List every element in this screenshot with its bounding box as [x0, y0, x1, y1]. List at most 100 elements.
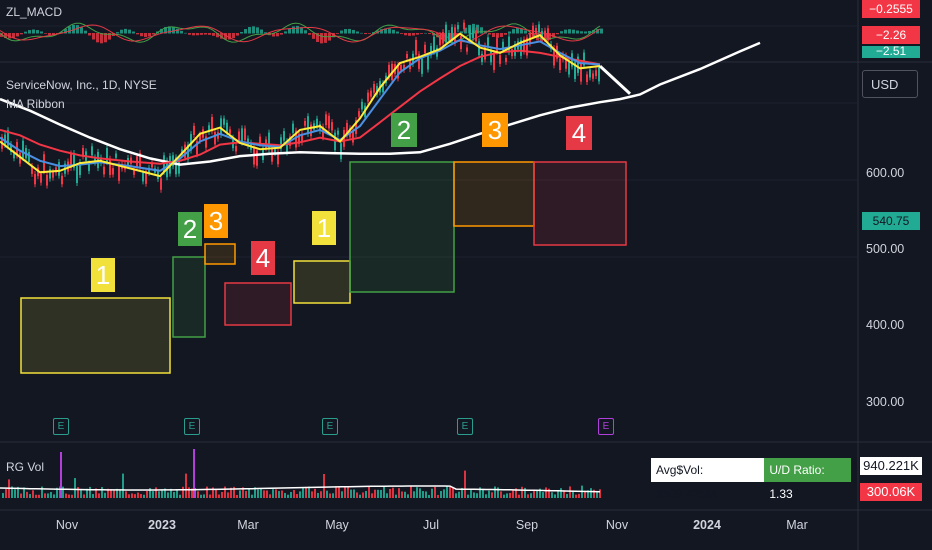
- candle-body: [301, 133, 303, 143]
- macd-histogram-bar: [116, 32, 119, 34]
- candle-body: [541, 30, 543, 37]
- volume-bar: [362, 492, 364, 498]
- candle-body: [325, 114, 327, 126]
- earnings-icon[interactable]: E: [184, 418, 200, 435]
- candle-body: [199, 134, 201, 141]
- macd-histogram-bar: [72, 24, 75, 34]
- macd-histogram-bar: [516, 27, 519, 34]
- volume-bar: [452, 487, 454, 498]
- macd-histogram-bar: [568, 29, 571, 34]
- candle-body: [79, 162, 81, 175]
- macd-histogram-bar: [92, 33, 95, 40]
- volume-bar: [458, 491, 460, 498]
- volume-bar: [596, 491, 598, 498]
- macd-histogram-bar: [132, 31, 135, 34]
- earnings-icon[interactable]: E: [598, 418, 614, 435]
- candle-body: [82, 147, 84, 157]
- volume-bar: [413, 491, 415, 498]
- volume-bar: [86, 488, 88, 498]
- macd-histogram-bar: [584, 31, 587, 34]
- volume-bar: [425, 491, 427, 498]
- macd-histogram-bar: [580, 31, 583, 34]
- macd-histogram-bar: [392, 29, 395, 34]
- volume-value-1: 940.221K: [860, 457, 922, 475]
- volume-bar: [428, 494, 430, 498]
- macd-histogram-bar: [356, 31, 359, 34]
- macd-histogram-bar: [28, 30, 31, 34]
- candle-body: [283, 131, 285, 141]
- candle-body: [565, 55, 567, 69]
- volume-bar: [212, 487, 214, 498]
- volume-bar: [356, 492, 358, 498]
- candle-body: [58, 162, 60, 176]
- macd-histogram-bar: [552, 33, 555, 38]
- candle-body: [316, 118, 318, 127]
- candle-body: [319, 124, 321, 132]
- volume-bar: [500, 491, 502, 498]
- volume-bar: [572, 490, 574, 498]
- volume-bar: [20, 493, 22, 498]
- ma-line-3: [0, 32, 601, 178]
- macd-histogram-bar: [396, 31, 399, 34]
- candle-body: [148, 167, 150, 173]
- macd-histogram-bar: [436, 33, 439, 38]
- candle-body: [178, 160, 180, 174]
- volume-bar: [461, 487, 463, 498]
- macd-histogram-bar: [252, 26, 255, 34]
- volume-spike: [60, 452, 62, 498]
- macd-histogram-bar: [408, 33, 411, 36]
- candle-body: [445, 24, 447, 43]
- candle-body: [538, 24, 540, 33]
- macd-histogram-bar: [184, 32, 187, 34]
- volume-bar: [125, 491, 127, 498]
- volume-bar: [485, 494, 487, 498]
- macd-histogram-bar: [492, 33, 495, 37]
- volume-bar: [350, 489, 352, 498]
- macd-histogram-bar: [476, 24, 479, 34]
- candle-body: [172, 155, 174, 167]
- volume-bar: [380, 489, 382, 498]
- volume-bar: [359, 494, 361, 498]
- volume-bar: [281, 490, 283, 498]
- volume-bar: [239, 490, 241, 498]
- macd-histogram-bar: [128, 29, 131, 34]
- macd-histogram-bar: [148, 33, 151, 37]
- volume-bar: [389, 488, 391, 498]
- volume-bar: [191, 488, 193, 498]
- x-tick-mar: Mar: [237, 518, 259, 532]
- volume-bar: [401, 491, 403, 498]
- volume-bar: [131, 493, 133, 498]
- volume-bar: [128, 494, 130, 498]
- volume-bar: [365, 490, 367, 498]
- volume-bar: [272, 489, 274, 498]
- earnings-icon[interactable]: E: [457, 418, 473, 435]
- volume-stats: Avg$Vol: $508.425M U/D Ratio: 1.33: [651, 458, 851, 501]
- macd-histogram-bar: [124, 28, 127, 34]
- currency-button[interactable]: USD: [862, 70, 918, 98]
- candle-body: [520, 40, 522, 56]
- earnings-icon[interactable]: E: [53, 418, 69, 435]
- macd-histogram-bar: [16, 33, 19, 37]
- earnings-icon[interactable]: E: [322, 418, 338, 435]
- x-tick-jul: Jul: [423, 518, 439, 532]
- macd-histogram-bar: [572, 29, 575, 34]
- candle-body: [106, 147, 108, 162]
- volume-bar: [335, 486, 337, 498]
- macd-histogram-bar: [152, 33, 155, 35]
- candle-body: [553, 48, 555, 66]
- volume-bar: [119, 489, 121, 498]
- candle-body: [355, 120, 357, 134]
- volume-bar: [473, 492, 475, 498]
- candle-body: [583, 52, 585, 66]
- volume-bar: [89, 486, 91, 498]
- macd-histogram-bar: [68, 26, 71, 34]
- volume-bar: [503, 494, 505, 498]
- volume-bar: [101, 487, 103, 498]
- volume-bar: [98, 493, 100, 498]
- volume-bar: [374, 489, 376, 498]
- candle-body: [70, 153, 72, 168]
- volume-bar: [353, 489, 355, 498]
- macd-histogram-bar: [256, 27, 259, 34]
- macd-histogram-bar: [236, 33, 239, 36]
